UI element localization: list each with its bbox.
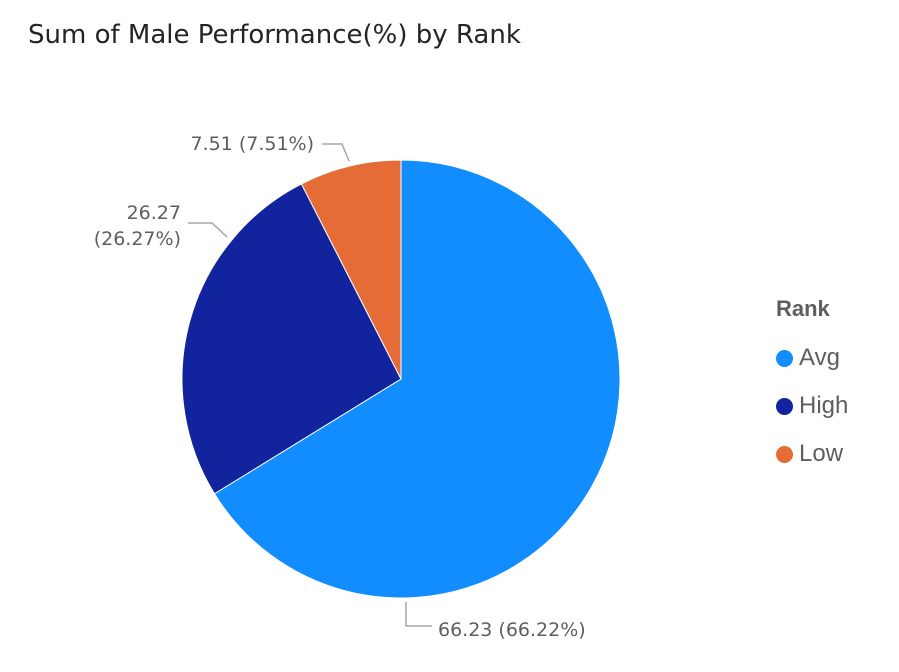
- legend-marker-low: [776, 445, 793, 463]
- legend-item-high[interactable]: High: [776, 382, 848, 430]
- pie-slice-high[interactable]: [181, 183, 402, 495]
- legend-label-high: High: [799, 392, 849, 419]
- legend: Rank Avg High Low: [776, 296, 848, 478]
- leader-line-low: [322, 143, 350, 162]
- pie-slice-avg[interactable]: [213, 159, 621, 599]
- legend-label-avg: Avg: [799, 344, 840, 371]
- legend-marker-high: [776, 397, 793, 415]
- pie-slice-low[interactable]: [300, 159, 402, 380]
- data-label-high: 26.27 (26.27%): [94, 202, 181, 250]
- legend-item-avg[interactable]: Avg: [776, 334, 848, 382]
- chart-title: Sum of Male Performance(%) by Rank: [28, 20, 521, 50]
- leader-line-avg: [405, 602, 432, 627]
- legend-item-low[interactable]: Low: [776, 430, 848, 478]
- legend-marker-avg: [776, 349, 793, 367]
- legend-label-low: Low: [799, 440, 844, 467]
- leader-line-high: [188, 222, 228, 238]
- data-label-avg: 66.23 (66.22%): [438, 619, 586, 641]
- data-label-low: 7.51 (7.51%): [190, 133, 314, 155]
- legend-title: Rank: [776, 296, 830, 321]
